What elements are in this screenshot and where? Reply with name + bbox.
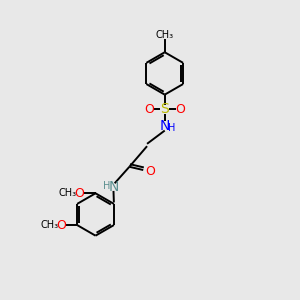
- Text: S: S: [160, 102, 169, 116]
- Text: N: N: [108, 180, 119, 194]
- Text: O: O: [175, 103, 185, 116]
- Text: CH₃: CH₃: [40, 220, 58, 230]
- Text: H: H: [103, 181, 110, 190]
- Text: N: N: [160, 118, 170, 133]
- Text: O: O: [74, 187, 84, 200]
- Text: CH₃: CH₃: [156, 30, 174, 40]
- Text: O: O: [145, 165, 155, 178]
- Text: O: O: [56, 219, 66, 232]
- Text: O: O: [145, 103, 154, 116]
- Text: H: H: [167, 123, 175, 133]
- Text: CH₃: CH₃: [58, 188, 76, 198]
